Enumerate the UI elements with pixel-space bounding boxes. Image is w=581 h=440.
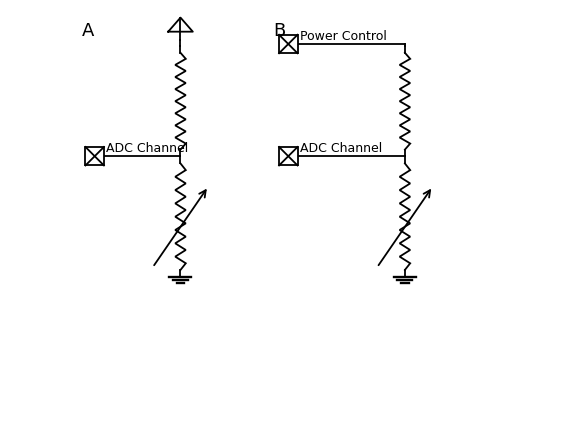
Bar <box>279 147 297 165</box>
Text: Power Control: Power Control <box>300 29 386 43</box>
Text: ADC Channel: ADC Channel <box>300 142 382 155</box>
Text: ADC Channel: ADC Channel <box>106 142 188 155</box>
Bar <box>85 147 104 165</box>
Text: B: B <box>273 22 285 40</box>
Text: A: A <box>81 22 94 40</box>
Bar <box>279 35 297 53</box>
